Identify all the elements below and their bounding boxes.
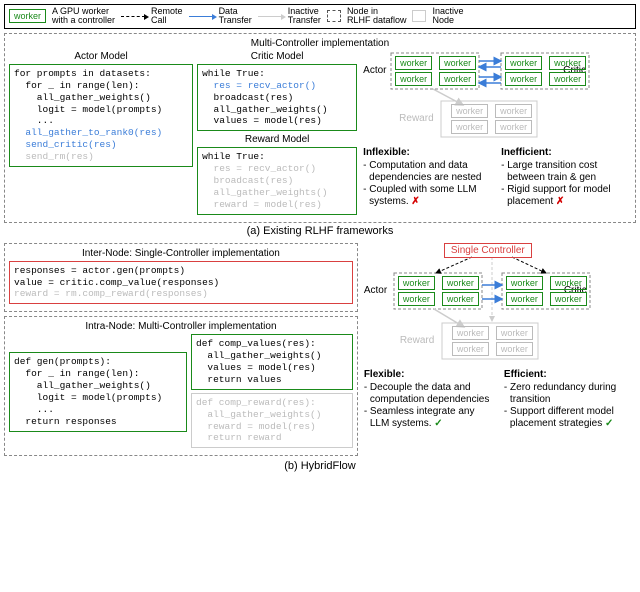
panel-b-actor-label: Actor [364,285,387,296]
legend-worker-desc: A GPU worker with a controller [52,7,115,26]
comp-reward-code: def comp_reward(res): all_gather_weights… [191,393,353,449]
figure-container: worker A GPU worker with a controller Re… [0,0,640,482]
efficient-list: - Zero redundancy during transition- Sup… [504,382,636,430]
panel-a-worker-diagram: Actor Critic Reward worker worker worker… [363,51,631,141]
legend: worker A GPU worker with a controller Re… [4,4,636,29]
legend-node-box [327,10,341,22]
worker-box: worker [549,72,586,86]
panel-b-reward-label: Reward [400,335,434,346]
panel-b-worker-diagram: Single Controller Actor Critic Reward wo… [364,243,636,363]
worker-box-inactive: worker [496,342,533,356]
inefficient-list: - Large transition cost between train & … [501,160,631,208]
worker-box: worker [550,292,587,306]
inefficient-title: Inefficient: [501,147,631,158]
legend-inactive-label: Inactive Transfer [288,7,321,26]
worker-box-inactive: worker [452,342,489,356]
panel-a-caption: (a) Existing RLHF frameworks [4,225,636,237]
legend-inactive-node-box [412,10,426,22]
worker-box: worker [395,72,432,86]
worker-box: worker [442,292,479,306]
worker-box: worker [442,276,479,290]
critic-model-title: Critic Model [197,51,357,62]
comp-values-code: def comp_values(res): all_gather_weights… [191,334,353,390]
worker-box: worker [439,72,476,86]
intra-title: Intra-Node: Multi-Controller implementat… [9,321,353,332]
worker-box: worker [506,276,543,290]
worker-box: worker [505,56,542,70]
gen-code: def gen(prompts): for _ in range(len): a… [9,352,187,431]
legend-node-label: Node in RLHF dataflow [347,7,407,26]
panel-b: Inter-Node: Single-Controller implementa… [4,243,636,459]
reward-code: while True: res = recv_actor() broadcast… [197,147,357,214]
flexible-list: - Decouple the data and computation depe… [364,382,496,430]
efficient-title: Efficient: [504,369,636,380]
legend-inactive-arrow [258,16,282,17]
worker-box-inactive: worker [496,326,533,340]
panel-a-code-section: Actor Model for prompts in datasets: for… [9,51,357,218]
worker-box: worker [550,276,587,290]
critic-code: while True: res = recv_actor() broadcast… [197,64,357,131]
worker-box-inactive: worker [495,120,532,134]
legend-worker-box: worker [9,9,46,23]
actor-model-title: Actor Model [9,51,193,62]
panel-a-title: Multi-Controller implementation [9,38,631,49]
worker-box-inactive: worker [495,104,532,118]
panel-a-diagram-section: Actor Critic Reward worker worker worker… [363,51,631,218]
panel-a-reward-label: Reward [399,113,433,124]
legend-inactive-node-label: Inactive Node [432,7,463,26]
panel-a-actor-label: Actor [363,65,386,76]
panel-b-textcols: Flexible: - Decouple the data and comput… [364,369,636,430]
legend-data-arrow [189,16,213,17]
panel-a: Multi-Controller implementation Actor Mo… [4,33,636,223]
inter-code: responses = actor.gen(prompts) value = c… [9,261,353,305]
inflexible-title: Inflexible: [363,147,493,158]
inflexible-list: - Computation and data dependencies are … [363,160,493,208]
legend-data-label: Data Transfer [219,7,252,26]
panel-a-textcols: Inflexible: - Computation and data depen… [363,147,631,208]
legend-remote-label: Remote Call [151,7,183,26]
worker-box: worker [505,72,542,86]
actor-code: for prompts in datasets: for _ in range(… [9,64,193,167]
panel-b-caption: (b) HybridFlow [4,460,636,472]
worker-box: worker [398,276,435,290]
worker-box: worker [549,56,586,70]
worker-box: worker [398,292,435,306]
single-controller-box: Single Controller [444,243,532,258]
worker-box: worker [506,292,543,306]
worker-box-inactive: worker [451,104,488,118]
flexible-title: Flexible: [364,369,496,380]
worker-box-inactive: worker [451,120,488,134]
worker-box: worker [439,56,476,70]
legend-remote-arrow [121,16,145,17]
worker-box-inactive: worker [452,326,489,340]
worker-box: worker [395,56,432,70]
inter-title: Inter-Node: Single-Controller implementa… [9,248,353,259]
reward-model-title: Reward Model [197,134,357,145]
